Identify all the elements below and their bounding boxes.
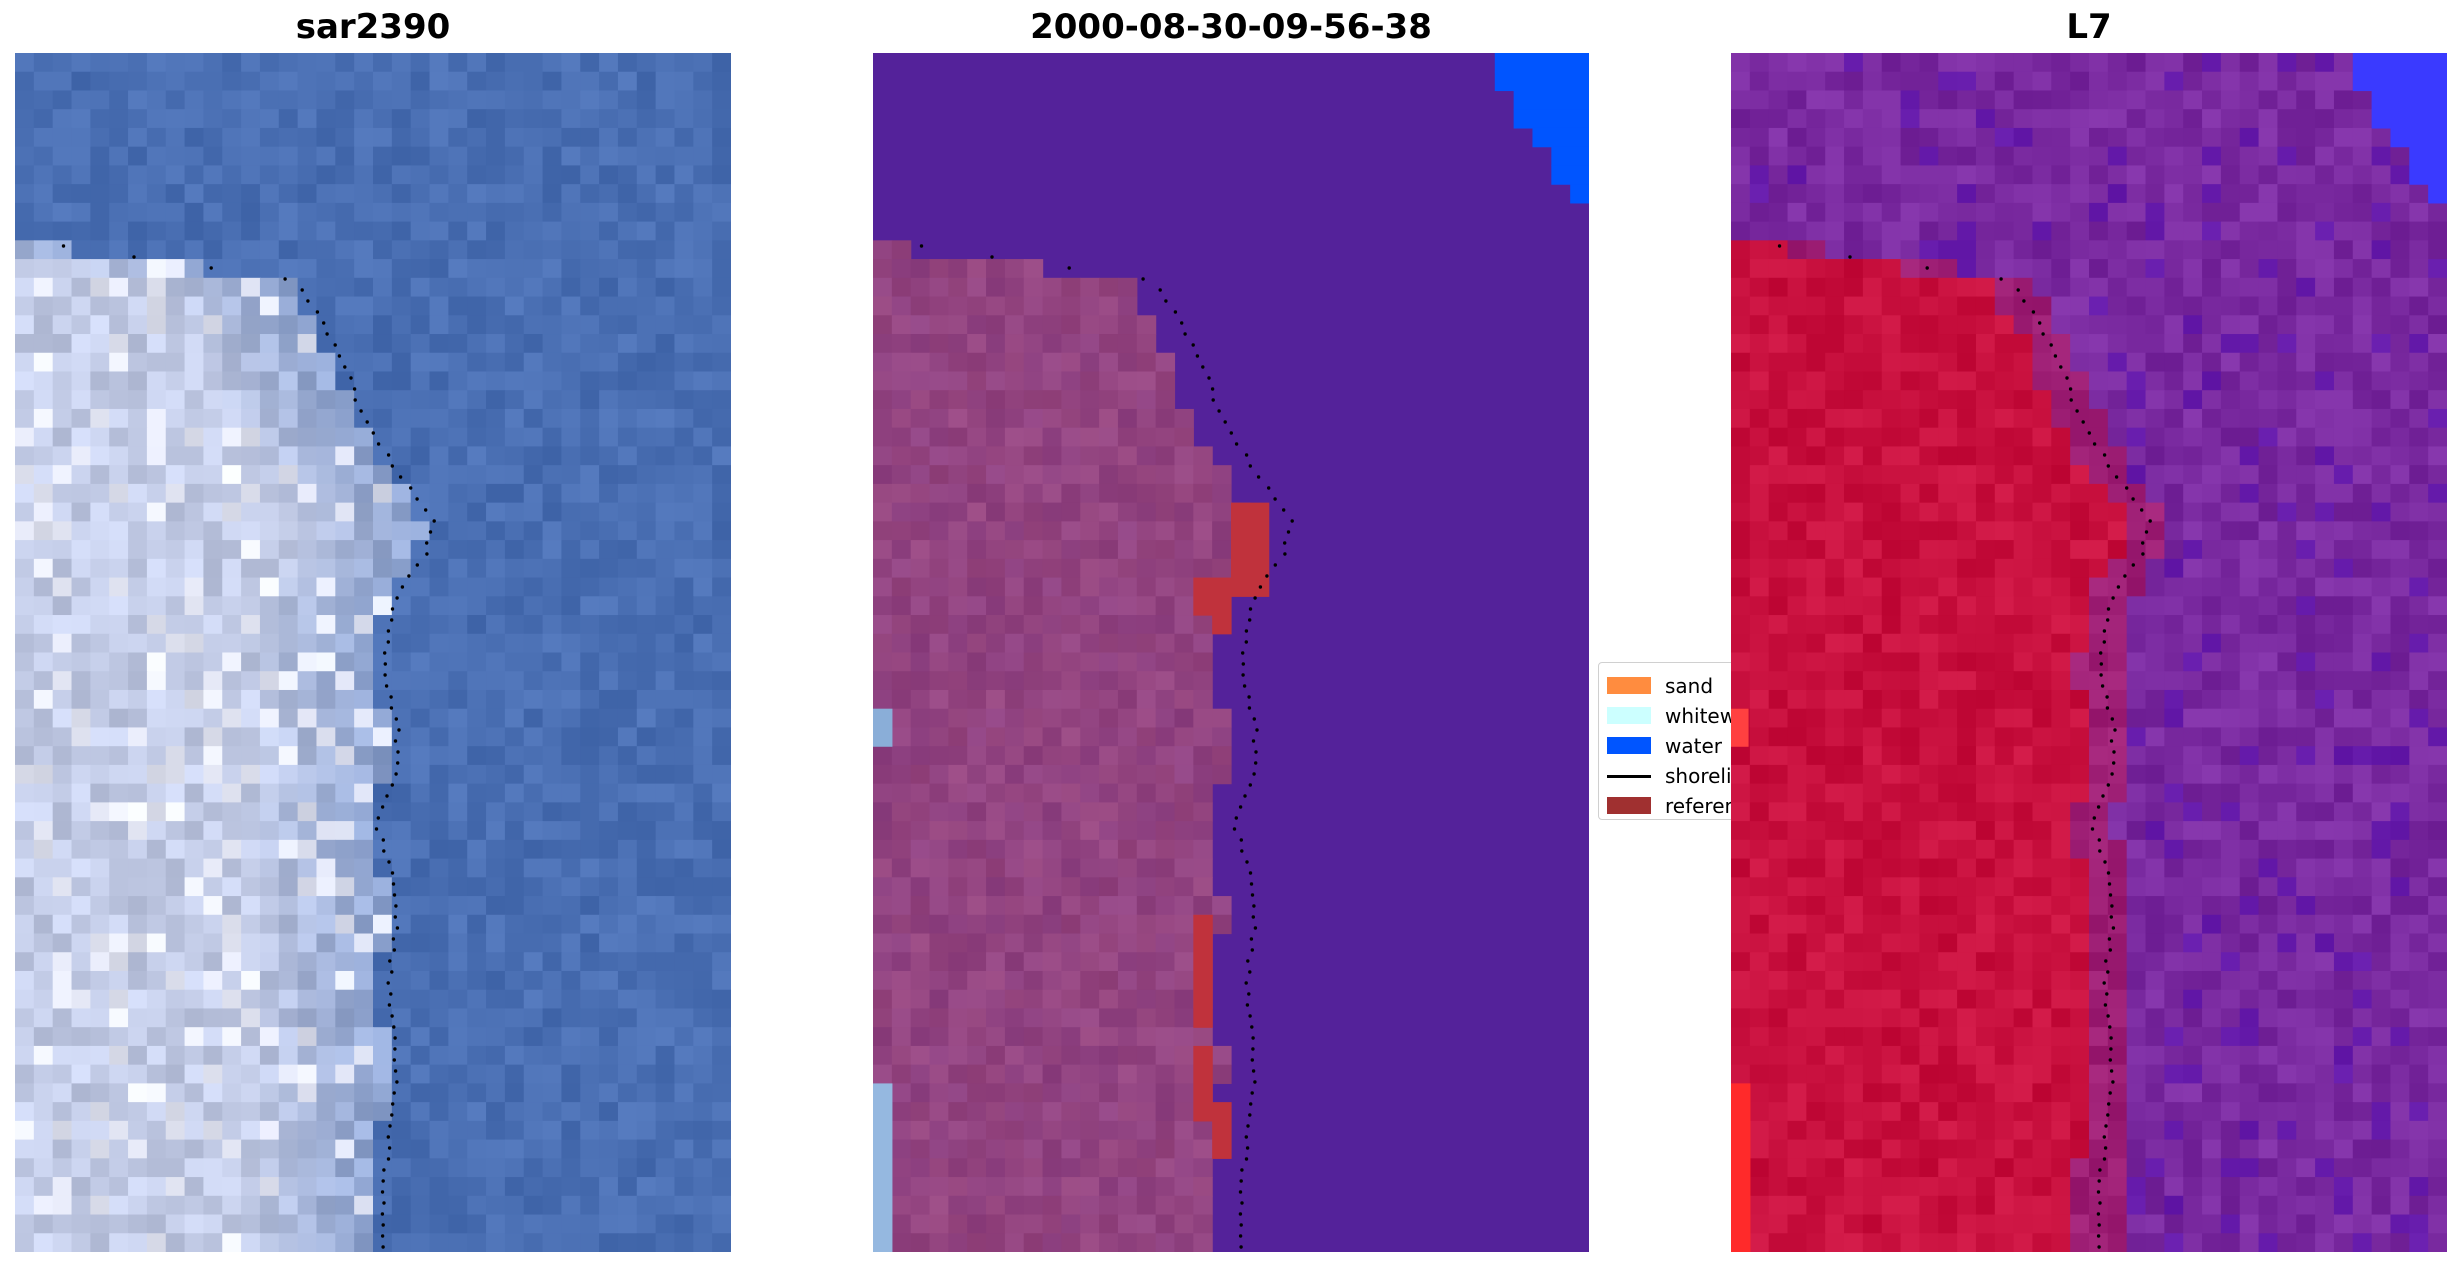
legend-label-shoreline: shoreline (1665, 764, 1734, 788)
legend-item-whitewater: whitewater (1599, 703, 1735, 729)
reference-patch (1212, 615, 1232, 635)
legend-swatch-water (1607, 737, 1651, 754)
water-probability-region (2371, 109, 2447, 129)
water-probability-region (2409, 146, 2447, 166)
shoreline-dots (1777, 244, 2152, 1249)
reference-patch (1193, 914, 1213, 1028)
water-class-region (1551, 165, 1589, 185)
legend-swatch-sand (1607, 677, 1651, 694)
legend-item-shoreline: shoreline (1599, 763, 1734, 789)
legend-line-shoreline (1607, 775, 1651, 778)
legend-label-whitewater: whitewater (1665, 704, 1735, 728)
whitewater-patch (873, 708, 893, 747)
rgb-image-canvas (15, 53, 731, 1252)
shoreline-dots (919, 244, 1294, 1249)
high-probability-patch (1731, 1083, 1751, 1252)
water-probability-region (2352, 71, 2447, 92)
legend-swatch-whitewater (1607, 707, 1651, 724)
water-class-region (1532, 127, 1589, 148)
panel-title-1: sar2390 (295, 7, 451, 47)
probability-image-canvas (1731, 53, 2447, 1252)
reference-patch (1231, 502, 1270, 597)
reference-patch (1193, 577, 1232, 616)
probability-image (1731, 53, 2447, 1252)
legend-swatch-reference (1607, 797, 1651, 814)
water-class-region (1551, 146, 1589, 166)
legend-item-water: water (1599, 733, 1734, 759)
water-class-region (1494, 53, 1589, 73)
panel-title-2: 2000-08-30-09-56-38 (1030, 7, 1432, 47)
classified-image-canvas (873, 53, 1589, 1252)
water-probability-region (2390, 127, 2447, 148)
water-probability-region (2428, 184, 2447, 204)
water-class-region (1494, 71, 1589, 92)
reference-patch (1193, 1045, 1213, 1122)
panel-title-3: L7 (2066, 7, 2112, 47)
legend-label-sand: sand (1665, 674, 1714, 698)
water-probability-region (2371, 90, 2447, 110)
water-class-region (1513, 109, 1589, 129)
water-class-region (1570, 184, 1589, 204)
water-class-region (1513, 90, 1589, 110)
legend: sand whitewater water shoreline referenc… (1598, 662, 1735, 820)
classified-image (873, 53, 1589, 1252)
whitewater-patch (873, 1083, 893, 1252)
legend-item-sand: sand (1599, 673, 1734, 699)
legend-item-reference: reference (1599, 793, 1734, 819)
legend-label-reference: reference (1665, 794, 1734, 818)
shoreline-dots (61, 244, 436, 1249)
high-probability-patch (1731, 708, 1749, 747)
reference-patch (1212, 1102, 1232, 1159)
legend-label-water: water (1665, 734, 1722, 758)
water-probability-region (2409, 165, 2447, 185)
satellite-rgb-image (15, 53, 731, 1252)
water-probability-region (2352, 53, 2447, 73)
